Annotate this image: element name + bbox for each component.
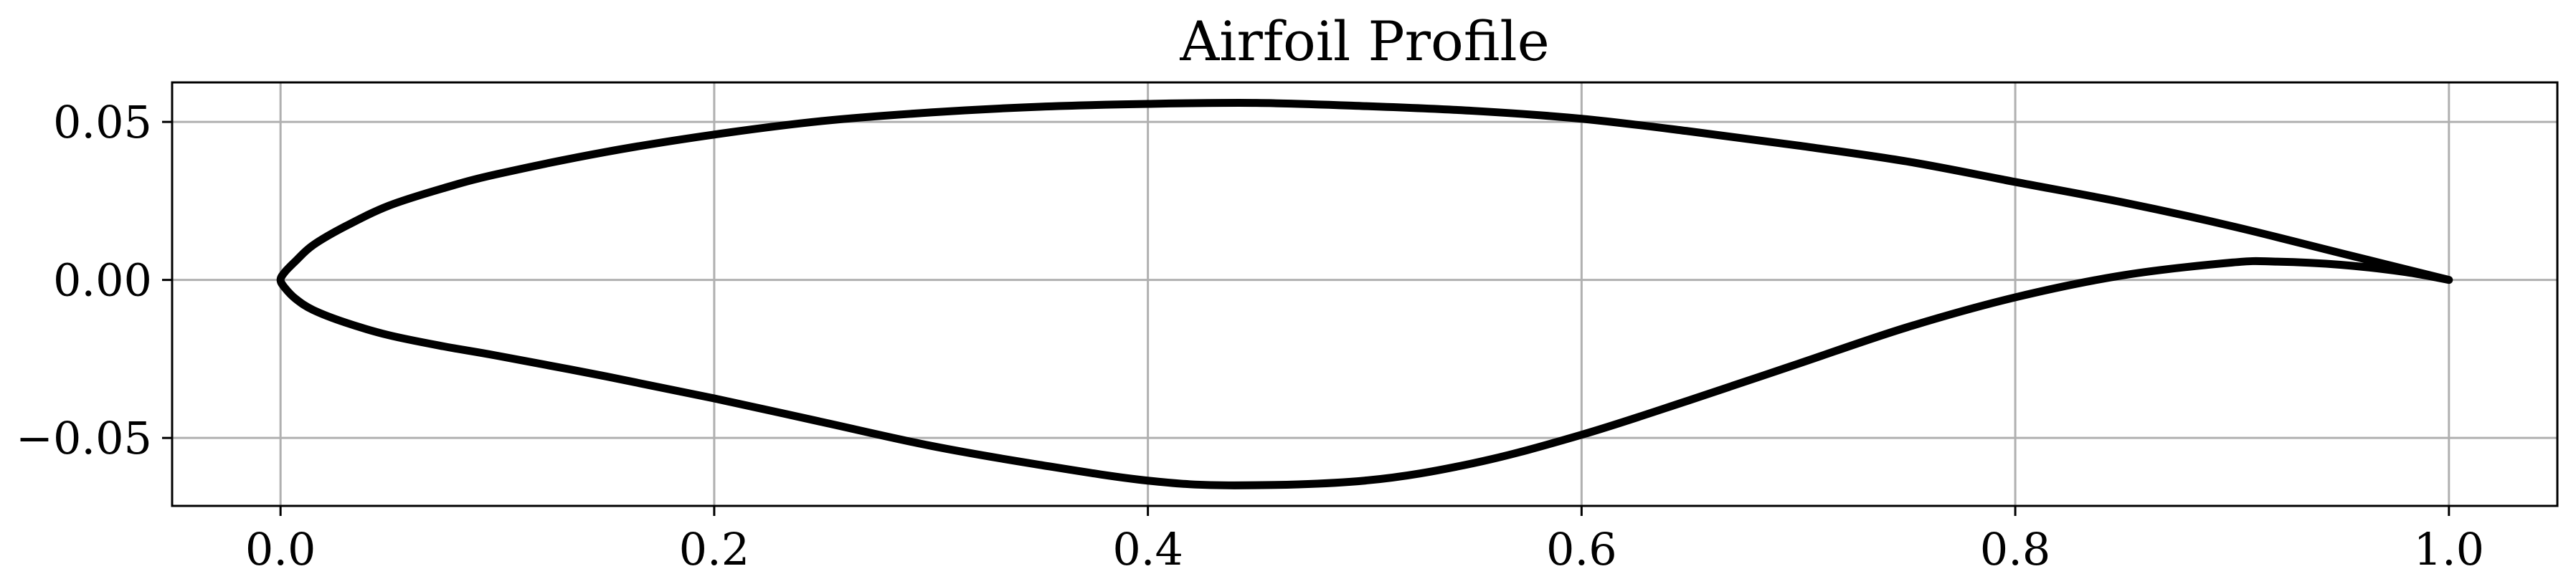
y-tick-label: 0.05 [53, 96, 152, 148]
axis-ticks: 0.0 0.2 0.4 0.6 0.8 1.0 −0.05 0.00 0.05 [16, 96, 2484, 575]
series-layer [276, 99, 2453, 489]
y-tick-label: 0.00 [53, 254, 152, 307]
airfoil-profile-line [276, 99, 2453, 489]
plot-frame [171, 81, 2559, 507]
x-tick-label: 0.0 [245, 523, 316, 575]
x-tick-label: 1.0 [2414, 523, 2485, 575]
grid-lines [172, 82, 2557, 506]
x-tick-label: 0.6 [1546, 523, 1617, 575]
chart-title: Airfoil Profile [1179, 9, 1549, 73]
y-tick-label: −0.05 [16, 412, 152, 464]
x-tick-label: 0.8 [1980, 523, 2051, 575]
x-tick-label: 0.2 [679, 523, 750, 575]
x-tick-label: 0.4 [1112, 523, 1183, 575]
